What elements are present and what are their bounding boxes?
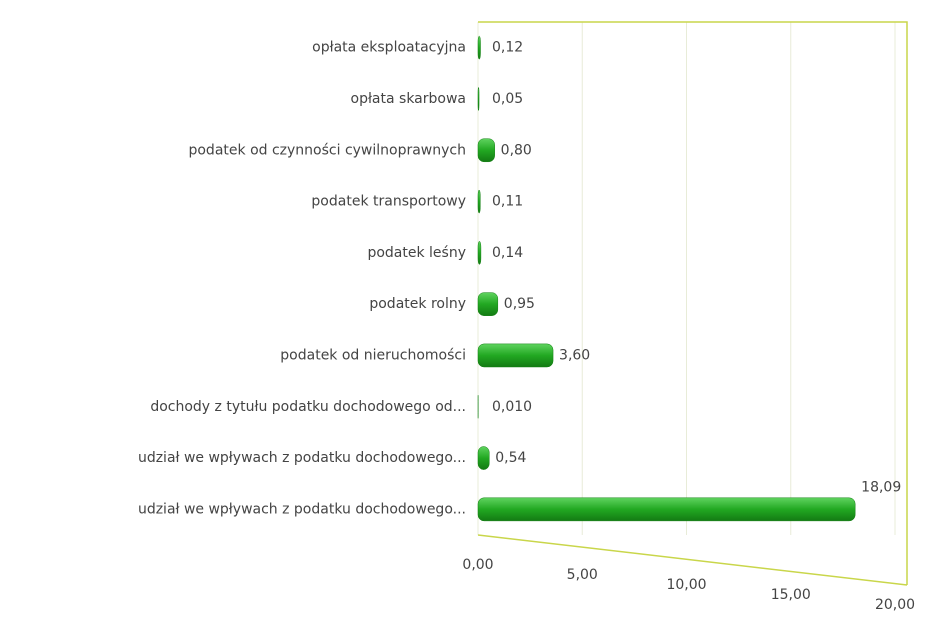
x-tick-label: 15,00 — [771, 587, 811, 603]
bar — [477, 343, 554, 368]
category-label: dochody z tytułu podatku dochodowego od.… — [150, 399, 466, 415]
category-label: opłata eksploatacyjna — [312, 40, 466, 56]
category-label: podatek od nieruchomości — [280, 347, 466, 363]
x-tick-label: 5,00 — [567, 567, 598, 583]
category-label: podatek rolny — [369, 296, 466, 312]
category-label: opłata skarbowa — [351, 91, 467, 107]
bar — [477, 241, 482, 265]
data-label: 0,14 — [492, 245, 523, 261]
bar — [477, 292, 499, 316]
category-label: udział we wpływach z podatku dochodowego… — [138, 450, 466, 466]
data-label: 0,11 — [492, 194, 523, 210]
data-label: 18,09 — [861, 479, 901, 495]
data-label: 3,60 — [559, 347, 590, 363]
category-label: podatek leśny — [367, 245, 466, 261]
plot-frame — [477, 21, 908, 586]
data-label: 0,12 — [492, 40, 523, 56]
data-label: 0,05 — [492, 91, 523, 107]
x-tick-label: 20,00 — [875, 597, 915, 613]
bar — [477, 138, 495, 163]
data-label: 0,010 — [492, 399, 532, 415]
data-label: 0,54 — [495, 450, 526, 466]
data-label: 0,80 — [501, 142, 532, 158]
x-tick-label: 0,00 — [462, 557, 493, 573]
bar — [477, 497, 856, 522]
bar — [477, 446, 490, 470]
category-label: podatek transportowy — [311, 194, 466, 210]
bar — [477, 35, 481, 60]
category-label: podatek od czynności cywilnoprawnych — [188, 142, 466, 158]
bar — [477, 87, 480, 111]
category-label: udział we wpływach z podatku dochodowego… — [138, 501, 466, 517]
data-label: 0,95 — [504, 296, 535, 312]
bar — [477, 189, 481, 214]
x-tick-label: 10,00 — [666, 577, 706, 593]
